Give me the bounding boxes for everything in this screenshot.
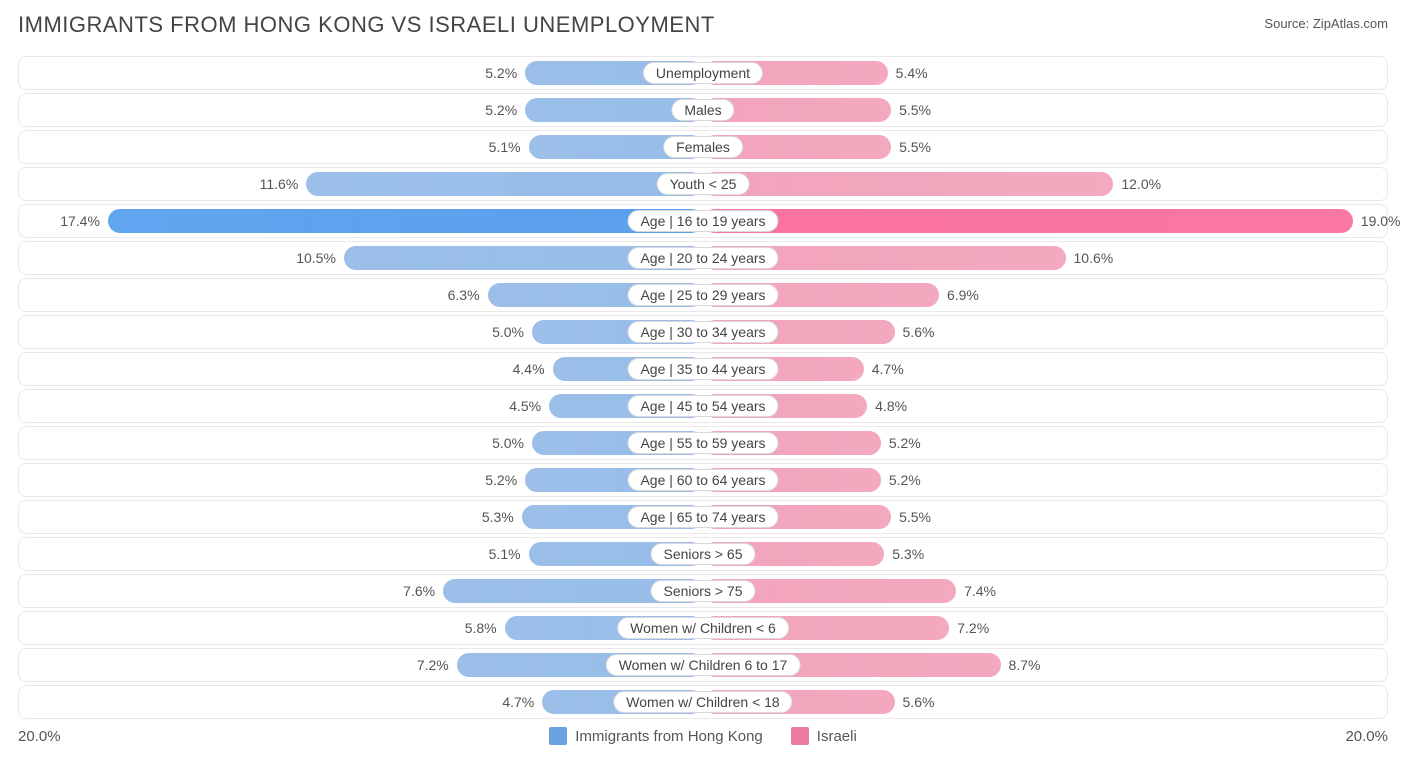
chart-footer: 20.0% Immigrants from Hong Kong Israeli … (18, 727, 1388, 745)
chart-row: 4.5% 4.8% Age | 45 to 54 years (18, 389, 1388, 423)
category-label: Unemployment (643, 62, 763, 84)
chart-row: 5.1% 5.3% Seniors > 65 (18, 537, 1388, 571)
chart-row: 4.7% 5.6% Women w/ Children < 18 (18, 685, 1388, 719)
chart-row: 5.8% 7.2% Women w/ Children < 6 (18, 611, 1388, 645)
value-label-left: 17.4% (60, 213, 100, 229)
value-label-left: 4.7% (502, 694, 534, 710)
chart-row: 17.4%19.0%Age | 16 to 19 years (18, 204, 1388, 238)
legend-item-left: Immigrants from Hong Kong (549, 727, 763, 745)
value-label-right: 5.5% (899, 102, 931, 118)
value-label-left: 7.2% (417, 657, 449, 673)
value-label-right: 7.2% (957, 620, 989, 636)
bar-right (703, 209, 1353, 233)
value-label-right: 7.4% (964, 583, 996, 599)
value-label-right: 8.7% (1009, 657, 1041, 673)
value-label-left: 10.5% (296, 250, 336, 266)
category-label: Age | 60 to 64 years (627, 469, 778, 491)
category-label: Age | 55 to 59 years (627, 432, 778, 454)
chart-row: 10.5% 10.6% Age | 20 to 24 years (18, 241, 1388, 275)
category-label: Age | 25 to 29 years (627, 284, 778, 306)
chart-row: 7.6% 7.4% Seniors > 75 (18, 574, 1388, 608)
value-label-left: 5.2% (485, 65, 517, 81)
chart-row: 6.3% 6.9% Age | 25 to 29 years (18, 278, 1388, 312)
chart-row: 5.2% 5.2% Age | 60 to 64 years (18, 463, 1388, 497)
chart-area: 5.2% 5.4% Unemployment 5.2% 5.5% Males 5.1% 5.5… (18, 56, 1388, 719)
value-label-left: 5.2% (485, 102, 517, 118)
value-label-right: 4.8% (875, 398, 907, 414)
value-label-left: 5.3% (482, 509, 514, 525)
category-label: Youth < 25 (657, 173, 750, 195)
legend: Immigrants from Hong Kong Israeli (549, 727, 857, 745)
category-label: Age | 20 to 24 years (627, 247, 778, 269)
chart-title: IMMIGRANTS FROM HONG KONG VS ISRAELI UNE… (18, 12, 715, 38)
chart-row: 11.6% 12.0% Youth < 25 (18, 167, 1388, 201)
axis-right-max: 20.0% (1345, 728, 1388, 745)
value-label-right: 12.0% (1121, 176, 1161, 192)
category-label: Age | 16 to 19 years (627, 210, 778, 232)
legend-swatch-right (791, 727, 809, 745)
value-label-right: 5.2% (889, 435, 921, 451)
value-label-right: 5.5% (899, 509, 931, 525)
chart-header: IMMIGRANTS FROM HONG KONG VS ISRAELI UNE… (18, 12, 1388, 38)
chart-row: 5.2% 5.5% Males (18, 93, 1388, 127)
category-label: Age | 35 to 44 years (627, 358, 778, 380)
category-label: Females (663, 136, 743, 158)
value-label-left: 5.8% (465, 620, 497, 636)
category-label: Seniors > 65 (651, 543, 756, 565)
value-label-right: 5.6% (903, 324, 935, 340)
chart-row: 5.2% 5.4% Unemployment (18, 56, 1388, 90)
value-label-right: 5.3% (892, 546, 924, 562)
chart-row: 5.0% 5.2% Age | 55 to 59 years (18, 426, 1388, 460)
source-name: ZipAtlas.com (1313, 16, 1388, 31)
value-label-left: 5.1% (489, 546, 521, 562)
value-label-right: 19.0% (1361, 213, 1401, 229)
value-label-left: 5.1% (489, 139, 521, 155)
value-label-left: 5.0% (492, 435, 524, 451)
chart-source: Source: ZipAtlas.com (1264, 16, 1388, 31)
value-label-right: 10.6% (1074, 250, 1114, 266)
chart-row: 5.0% 5.6% Age | 30 to 34 years (18, 315, 1388, 349)
value-label-left: 7.6% (403, 583, 435, 599)
legend-label-left: Immigrants from Hong Kong (575, 728, 763, 745)
value-label-right: 5.6% (903, 694, 935, 710)
chart-row: 7.2% 8.7% Women w/ Children 6 to 17 (18, 648, 1388, 682)
chart-row: 5.1% 5.5% Females (18, 130, 1388, 164)
category-label: Age | 30 to 34 years (627, 321, 778, 343)
value-label-right: 6.9% (947, 287, 979, 303)
legend-item-right: Israeli (791, 727, 857, 745)
bar-right (703, 172, 1113, 196)
value-label-right: 5.5% (899, 139, 931, 155)
value-label-left: 11.6% (260, 176, 299, 192)
bar-left (108, 209, 703, 233)
legend-label-right: Israeli (817, 728, 857, 745)
value-label-left: 4.5% (509, 398, 541, 414)
category-label: Age | 45 to 54 years (627, 395, 778, 417)
value-label-right: 5.4% (896, 65, 928, 81)
value-label-left: 4.4% (513, 361, 545, 377)
category-label: Seniors > 75 (651, 580, 756, 602)
value-label-left: 6.3% (448, 287, 480, 303)
category-label: Males (671, 99, 734, 121)
source-label: Source: (1264, 16, 1309, 31)
category-label: Women w/ Children < 18 (613, 691, 792, 713)
value-label-left: 5.2% (485, 472, 517, 488)
category-label: Age | 65 to 74 years (627, 506, 778, 528)
legend-swatch-left (549, 727, 567, 745)
value-label-left: 5.0% (492, 324, 524, 340)
value-label-right: 5.2% (889, 472, 921, 488)
chart-row: 4.4% 4.7% Age | 35 to 44 years (18, 352, 1388, 386)
value-label-right: 4.7% (872, 361, 904, 377)
bar-left (306, 172, 703, 196)
category-label: Women w/ Children 6 to 17 (606, 654, 801, 676)
axis-left-max: 20.0% (18, 728, 61, 745)
category-label: Women w/ Children < 6 (617, 617, 789, 639)
chart-row: 5.3% 5.5% Age | 65 to 74 years (18, 500, 1388, 534)
